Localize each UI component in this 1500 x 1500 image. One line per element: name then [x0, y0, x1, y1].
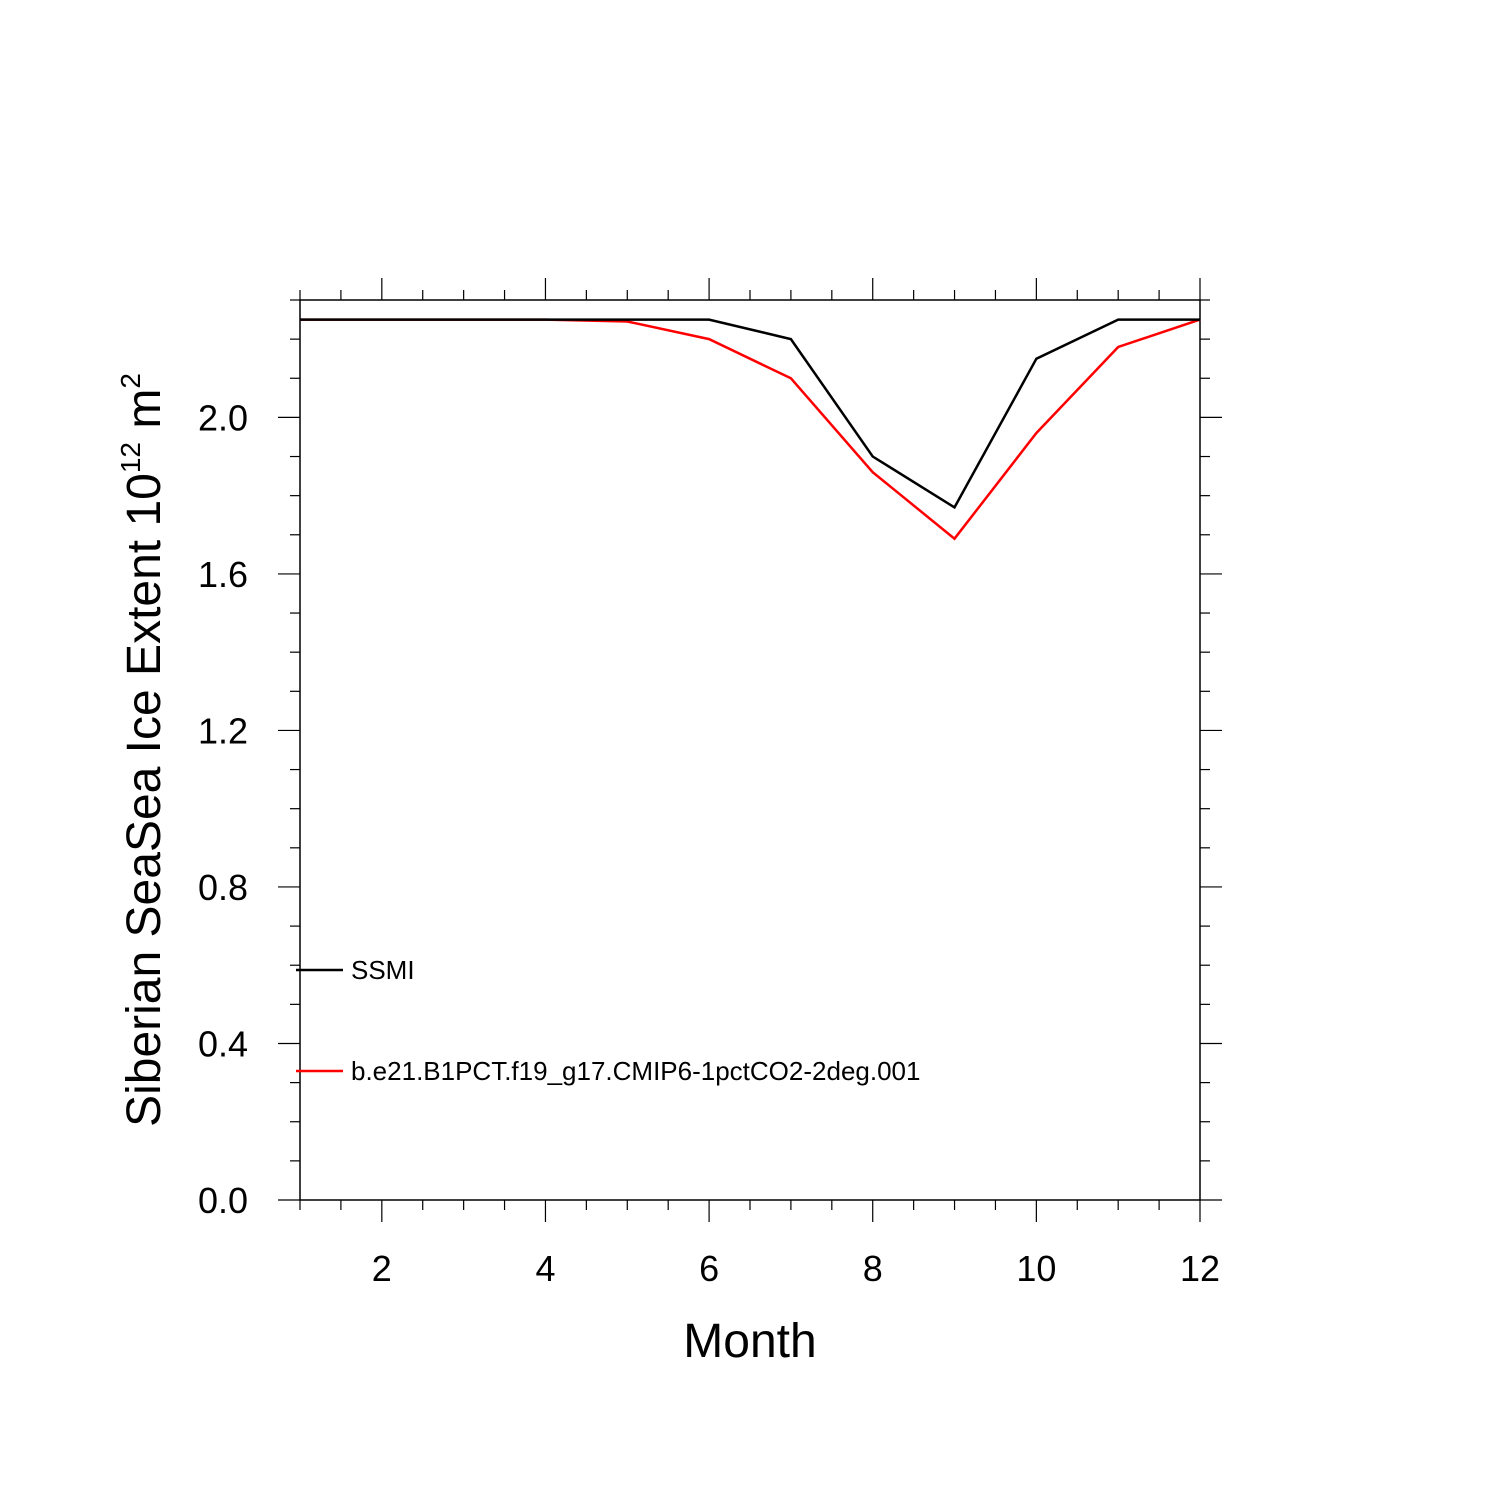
series-lines [300, 318, 1201, 541]
x-tick-label: 8 [863, 1248, 883, 1289]
plot-area-frame [299, 299, 1201, 1201]
y-axis-title-prefix: Siberian SeaSea Ice Extent 10 [118, 473, 171, 1127]
x-tick-label: 2 [372, 1248, 392, 1289]
legend: SSMI b.e21.B1PCT.f19_g17.CMIP6-1pctCO2-2d… [296, 955, 920, 1086]
series-line-model [300, 318, 1201, 541]
y-tick-label: 1.6 [198, 554, 248, 595]
y-tick-label: 0.8 [198, 867, 248, 908]
y-axis-title-exponent: 12 [115, 442, 146, 473]
y-tick-label: 1.2 [198, 710, 248, 751]
y-tick-labels: 0.0 0.4 0.8 1.2 1.6 2.0 [198, 397, 248, 1221]
x-tick-label: 12 [1180, 1248, 1220, 1289]
series-line-ssmi [300, 318, 1200, 510]
tick-marks [278, 278, 1222, 1222]
x-axis-title: Month [683, 1315, 816, 1368]
y-axis-title-unit-exponent: 2 [115, 373, 146, 389]
y-axis-title: Siberian SeaSea Ice Extent 1012 m2 [115, 373, 171, 1127]
legend-label: SSMI [351, 955, 415, 985]
y-tick-label: 0.0 [198, 1180, 248, 1221]
y-axis-title-unit: m [118, 389, 171, 442]
x-tick-label: 10 [1016, 1248, 1056, 1289]
legend-label: b.e21.B1PCT.f19_g17.CMIP6-1pctCO2-2deg.0… [351, 1056, 920, 1086]
y-tick-label: 2.0 [198, 397, 248, 438]
x-tick-labels: 2 4 6 8 10 12 [372, 1248, 1220, 1289]
x-tick-label: 6 [699, 1248, 719, 1289]
x-tick-label: 4 [535, 1248, 555, 1289]
y-tick-label: 0.4 [198, 1023, 248, 1064]
